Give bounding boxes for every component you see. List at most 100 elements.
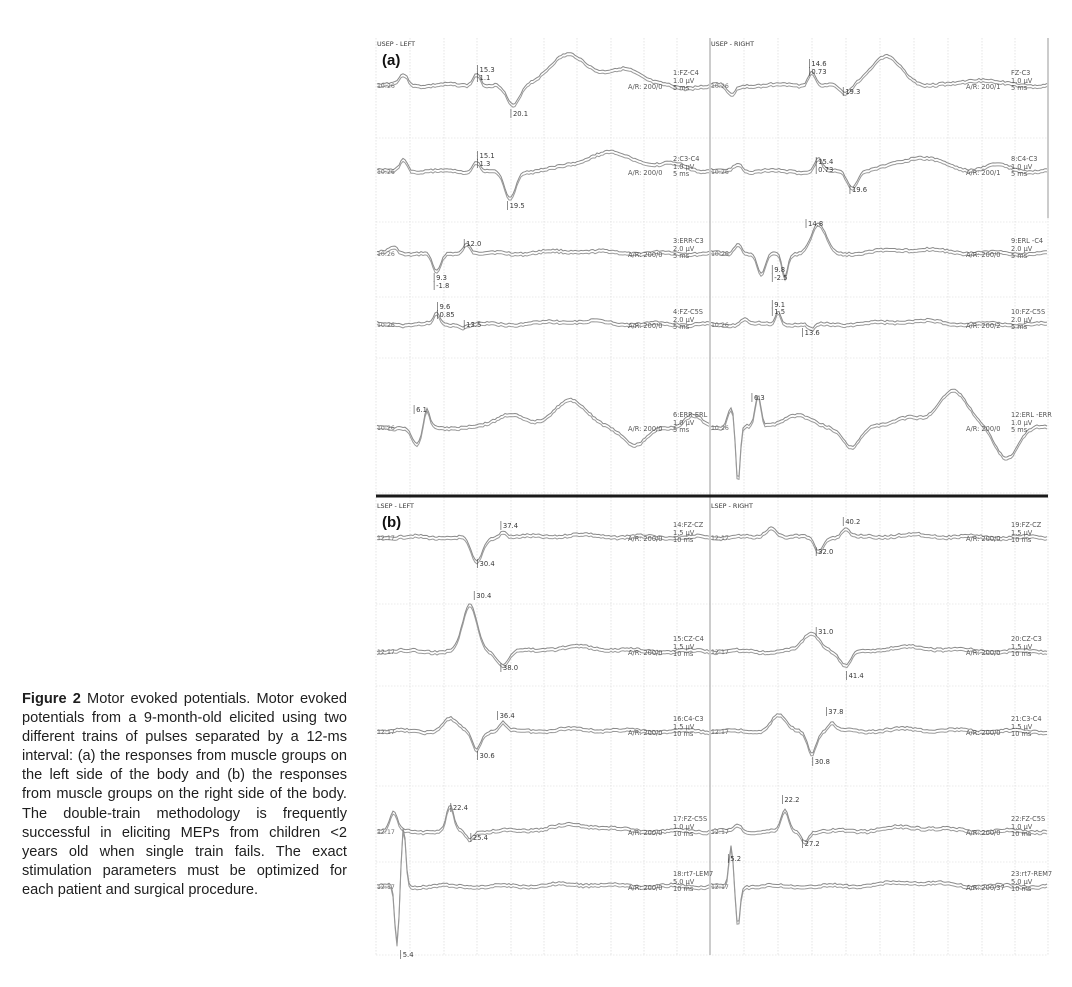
sweep-label: 5 ms — [673, 426, 690, 434]
peak-marker-value: 30.6 — [480, 752, 495, 760]
waveform-trace — [377, 718, 710, 753]
gain-label: 1.0 µV — [1011, 163, 1033, 171]
sweep-label: 10 ms — [673, 830, 694, 838]
channel-name: 21:C3-C4 — [1011, 715, 1042, 723]
sweep-label: 5 ms — [1011, 323, 1028, 331]
sweep-label: 10 ms — [673, 650, 694, 658]
artifact-reject: A/R: 200/37 — [966, 884, 1005, 892]
artifact-reject: A/R: 200/0 — [628, 729, 662, 737]
caption-text: Motor evoked potentials. Motor evoked po… — [22, 691, 348, 898]
peak-marker-value: 6.1 — [416, 406, 427, 414]
waveform-trace — [710, 526, 1048, 551]
artifact-reject: A/R: 200/0 — [628, 535, 662, 543]
artifact-reject: A/R: 200/0 — [966, 251, 1000, 259]
peak-marker-value: 25.4 — [473, 834, 488, 842]
timestamp: 10:26 — [377, 83, 395, 90]
trace-row: 10:26 A/R: 200/0 2:C3-C41.0 µV5 ms 15.11.3 1… — [376, 149, 709, 210]
waveform-trace — [376, 603, 710, 666]
waveform-trace — [710, 716, 1048, 757]
peak-marker-value: 15.3 — [480, 66, 495, 74]
waveform-trace — [710, 634, 1048, 669]
channel-name: 10:FZ-C5S — [1011, 308, 1045, 316]
section-title: USEP - LEFT — [377, 40, 415, 48]
channel-name: 1:FZ-C4 — [673, 69, 699, 77]
waveform-trace — [376, 311, 710, 328]
gain-label: 2.0 µV — [673, 245, 695, 253]
trace-row: 10:26 A/R: 200/1 FZ-C31.0 µV5 ms 14.60.73 19… — [710, 53, 1048, 97]
peak-marker-value: -2.5 — [774, 274, 787, 282]
sweep-label: 5 ms — [673, 323, 690, 331]
timestamp: 12:17 — [377, 829, 395, 836]
panel-letter: (a) — [382, 52, 400, 69]
peak-marker-value: 30.8 — [815, 758, 830, 766]
waveform-trace — [376, 533, 710, 565]
peak-marker-value: 22.2 — [784, 796, 799, 804]
gain-label: 1.5 µV — [1011, 643, 1033, 651]
timestamp: 10:26 — [377, 169, 395, 176]
waveform-trace — [376, 397, 710, 446]
peak-marker-value: 40.2 — [845, 518, 860, 526]
peak-marker-value: -1.8 — [436, 282, 449, 290]
peak-marker-value: 15.1 — [480, 152, 495, 160]
waveform-trace — [710, 391, 1048, 480]
section-title: USEP - RIGHT — [711, 40, 754, 48]
channel-name: FZ-C3 — [1011, 69, 1030, 77]
channel-name: 18:rt7-LEM7 — [673, 870, 713, 878]
gain-label: 1.5 µV — [673, 643, 695, 651]
gain-label: 2.0 µV — [1011, 316, 1033, 324]
channel-name: 9:ERL -C4 — [1011, 237, 1043, 245]
waveform-trace — [710, 631, 1048, 666]
trace-row: 10:26 A/R: 200/0 3:ERR-C32.0 µV5 ms 12.0 9.3… — [377, 237, 710, 290]
waveform-trace — [376, 828, 710, 944]
gain-label: 1.0 µV — [673, 419, 695, 427]
artifact-reject: A/R: 200/0 — [966, 829, 1000, 837]
figure-label: Figure 2 — [22, 691, 81, 707]
peak-marker-value: 19.6 — [852, 186, 867, 194]
channel-name: 16:C4-C3 — [673, 715, 704, 723]
artifact-reject: A/R: 200/0 — [628, 251, 662, 259]
section-title: LSEP - RIGHT — [711, 502, 753, 510]
waveform-trace — [376, 52, 710, 105]
channel-name: 15:CZ-C4 — [673, 635, 704, 643]
sweep-label: 10 ms — [673, 885, 694, 893]
peak-marker-value: 9.8 — [774, 266, 785, 274]
channel-name: 20:CZ-C3 — [1011, 635, 1042, 643]
peak-marker-value: 12.0 — [466, 240, 481, 248]
trace-row: 10:26 A/R: 200/0 1:FZ-C41.0 µV5 ms 15.31.1 2… — [376, 52, 710, 118]
waveform-trace — [710, 713, 1048, 754]
channel-name: 6:ERR-ERL — [673, 411, 708, 419]
peak-marker-value: 19.5 — [510, 202, 525, 210]
artifact-reject: A/R: 200/0 — [628, 425, 662, 433]
waveform-trace — [710, 155, 1048, 188]
peak-marker-value: 6.3 — [754, 394, 765, 402]
artifact-reject: A/R: 200/1 — [966, 169, 1000, 177]
channel-name: 14:FZ-CZ — [673, 521, 704, 529]
artifact-reject: A/R: 200/0 — [966, 425, 1000, 433]
gain-label: 1.0 µV — [1011, 419, 1033, 427]
timestamp: 10:26 — [711, 425, 729, 432]
peak-marker-value: 13.6 — [805, 329, 820, 337]
sweep-label: 5 ms — [1011, 252, 1028, 260]
peak-marker-value: 27.2 — [805, 840, 820, 848]
peak-marker-value: 0.73 — [818, 166, 833, 174]
sweep-label: 5 ms — [1011, 84, 1028, 92]
peak-marker-value: 13.5 — [466, 321, 481, 329]
gain-label: 1.0 µV — [673, 823, 695, 831]
figure-caption: Figure 2 Motor evoked potentials. Motor … — [22, 690, 347, 900]
peak-marker-value: 38.0 — [503, 664, 518, 672]
waveform-trace — [376, 55, 710, 108]
peak-marker-value: 37.8 — [828, 708, 843, 716]
waveform-trace — [710, 53, 1048, 94]
